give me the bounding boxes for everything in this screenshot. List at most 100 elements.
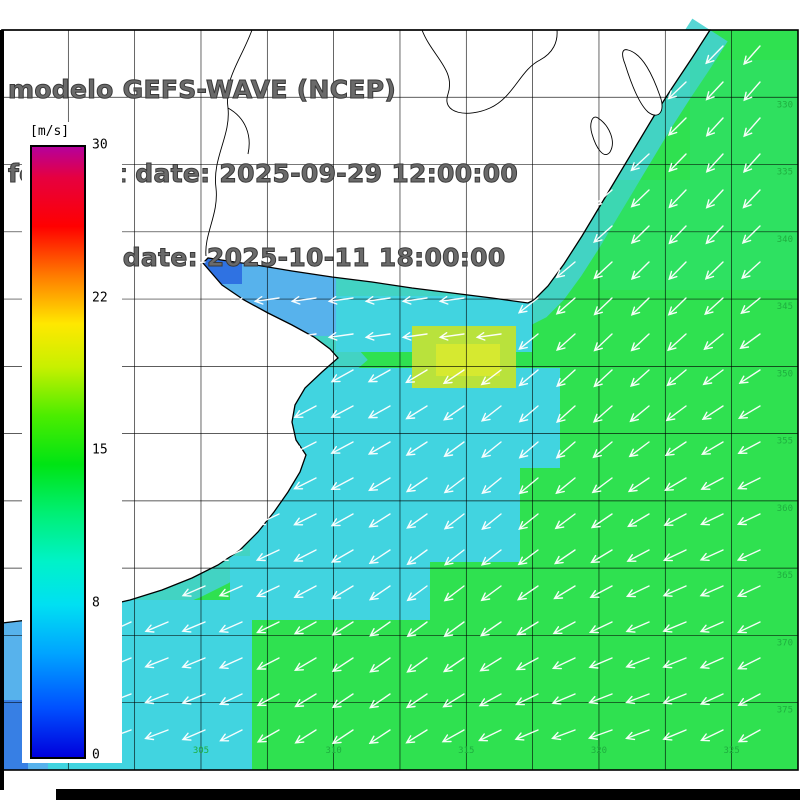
direction-arrow: [218, 657, 243, 669]
direction-arrow: [218, 693, 243, 706]
direction-arrow: [591, 477, 613, 494]
direction-arrow: [705, 117, 724, 137]
bottom-edge-label: 325: [723, 746, 739, 756]
direction-arrow: [442, 657, 465, 673]
bottom-edge-label: 315: [458, 746, 474, 756]
direction-arrow: [294, 693, 317, 708]
direction-arrow: [703, 333, 724, 351]
direction-arrow: [587, 729, 613, 740]
direction-arrow: [630, 225, 650, 244]
right-edge-label: 370: [777, 638, 793, 648]
direction-arrow: [593, 261, 613, 280]
direction-arrow: [406, 621, 428, 638]
direction-arrow: [406, 585, 428, 602]
direction-arrow: [443, 585, 465, 602]
direction-arrow: [699, 549, 724, 561]
right-edge-label: 375: [777, 706, 793, 716]
direction-arrow: [625, 585, 650, 598]
bottom-edge-label: 305: [193, 746, 209, 756]
direction-arrow: [514, 729, 539, 741]
direction-arrow: [736, 621, 761, 634]
bottom-edge-label: 310: [326, 746, 342, 756]
direction-arrow: [222, 297, 243, 315]
direction-arrow: [478, 693, 502, 707]
direction-arrow: [630, 261, 650, 280]
direction-arrow: [625, 693, 650, 705]
direction-arrow: [593, 333, 613, 352]
direction-arrow: [294, 729, 317, 744]
direction-arrow: [699, 693, 724, 706]
direction-arrow: [665, 405, 687, 422]
direction-arrow: [700, 477, 724, 490]
right-edge-label: 360: [777, 504, 793, 514]
yellow-core-patch: [436, 344, 500, 376]
direction-arrow: [555, 261, 576, 279]
direction-arrow: [662, 549, 687, 562]
direction-arrow: [330, 369, 354, 383]
direction-arrow: [256, 693, 280, 707]
direction-arrow: [630, 153, 650, 172]
direction-arrow: [401, 296, 428, 305]
direction-arrow: [442, 693, 465, 708]
direction-arrow: [518, 513, 539, 530]
direction-arrow: [551, 729, 576, 741]
direction-arrow: [441, 729, 465, 743]
direction-arrow: [736, 513, 761, 526]
direction-arrow: [480, 369, 502, 386]
direction-arrow: [330, 477, 354, 491]
direction-arrow: [517, 297, 539, 314]
direction-arrow: [405, 477, 428, 493]
direction-arrow: [625, 621, 650, 633]
direction-arrow: [331, 729, 354, 745]
direction-arrow: [699, 621, 724, 633]
direction-arrow: [181, 693, 206, 705]
direction-arrow: [406, 513, 428, 529]
direction-arrow: [705, 189, 724, 209]
direction-arrow: [330, 513, 354, 527]
direction-arrow: [702, 369, 724, 386]
direction-arrow: [737, 693, 761, 706]
direction-arrow: [478, 729, 502, 742]
direction-arrow: [737, 477, 761, 490]
direction-arrow: [741, 261, 761, 280]
direction-arrow: [443, 405, 465, 421]
lagoon-outline: [590, 116, 613, 155]
direction-arrow: [668, 261, 687, 281]
direction-arrow: [701, 405, 724, 421]
colorbar: [m/s] 30 22 15 8 0: [22, 122, 122, 763]
direction-arrow: [144, 693, 169, 705]
direction-arrow: [218, 549, 243, 561]
direction-arrow: [293, 477, 317, 490]
direction-arrow: [481, 441, 502, 459]
direction-arrow: [515, 657, 539, 671]
direction-arrow: [364, 296, 391, 305]
river-line: [227, 107, 250, 155]
right-edge-label: 345: [777, 302, 793, 312]
direction-arrow: [700, 729, 724, 742]
direction-arrow: [479, 621, 502, 637]
direction-arrow: [663, 513, 687, 526]
direction-arrow: [368, 549, 391, 565]
river-line: [205, 29, 253, 257]
direction-arrow: [367, 441, 391, 455]
direction-arrow: [369, 621, 391, 637]
direction-arrow: [369, 693, 391, 709]
direction-arrow: [741, 225, 761, 244]
direction-arrow: [331, 585, 354, 600]
direction-arrow: [668, 153, 687, 173]
direction-arrow: [255, 513, 280, 526]
right-edge-label: 365: [777, 571, 793, 581]
direction-arrow: [518, 477, 539, 495]
direction-arrow: [668, 189, 687, 209]
right-edge-label: 340: [777, 235, 793, 245]
direction-arrow: [406, 657, 428, 673]
direction-arrow: [551, 693, 576, 705]
direction-arrow: [629, 405, 650, 423]
direction-arrow: [443, 621, 465, 638]
direction-arrow: [662, 693, 687, 705]
direction-arrow: [290, 332, 317, 341]
direction-arrow: [181, 729, 206, 741]
direction-arrow: [742, 189, 761, 209]
direction-arrow: [330, 549, 354, 563]
direction-arrow: [406, 549, 428, 566]
